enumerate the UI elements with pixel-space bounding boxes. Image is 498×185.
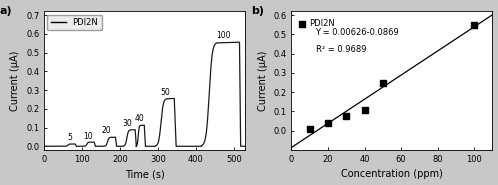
Point bbox=[470, 24, 478, 27]
Point bbox=[379, 81, 387, 84]
Text: b): b) bbox=[251, 6, 264, 16]
Text: 20: 20 bbox=[102, 126, 112, 135]
Text: 10: 10 bbox=[83, 132, 93, 141]
Point bbox=[306, 128, 314, 131]
Y-axis label: Current (μA): Current (μA) bbox=[10, 51, 20, 111]
Point bbox=[324, 121, 332, 124]
X-axis label: Concentration (ppm): Concentration (ppm) bbox=[341, 169, 443, 179]
Point bbox=[342, 114, 350, 117]
Text: Y = 0.00626-0.0869: Y = 0.00626-0.0869 bbox=[316, 28, 399, 37]
Y-axis label: Current (μA): Current (μA) bbox=[258, 51, 268, 111]
Text: 30: 30 bbox=[122, 119, 131, 128]
Legend: PDI2N: PDI2N bbox=[295, 15, 338, 31]
Point bbox=[361, 108, 369, 111]
Text: 5: 5 bbox=[68, 133, 72, 142]
Text: a): a) bbox=[0, 6, 12, 16]
Text: 50: 50 bbox=[161, 88, 170, 97]
Text: 40: 40 bbox=[135, 114, 144, 123]
Legend: PDI2N: PDI2N bbox=[47, 15, 102, 30]
X-axis label: Time (s): Time (s) bbox=[125, 169, 164, 179]
Text: R² = 0.9689: R² = 0.9689 bbox=[316, 45, 366, 54]
Text: 100: 100 bbox=[216, 31, 231, 40]
